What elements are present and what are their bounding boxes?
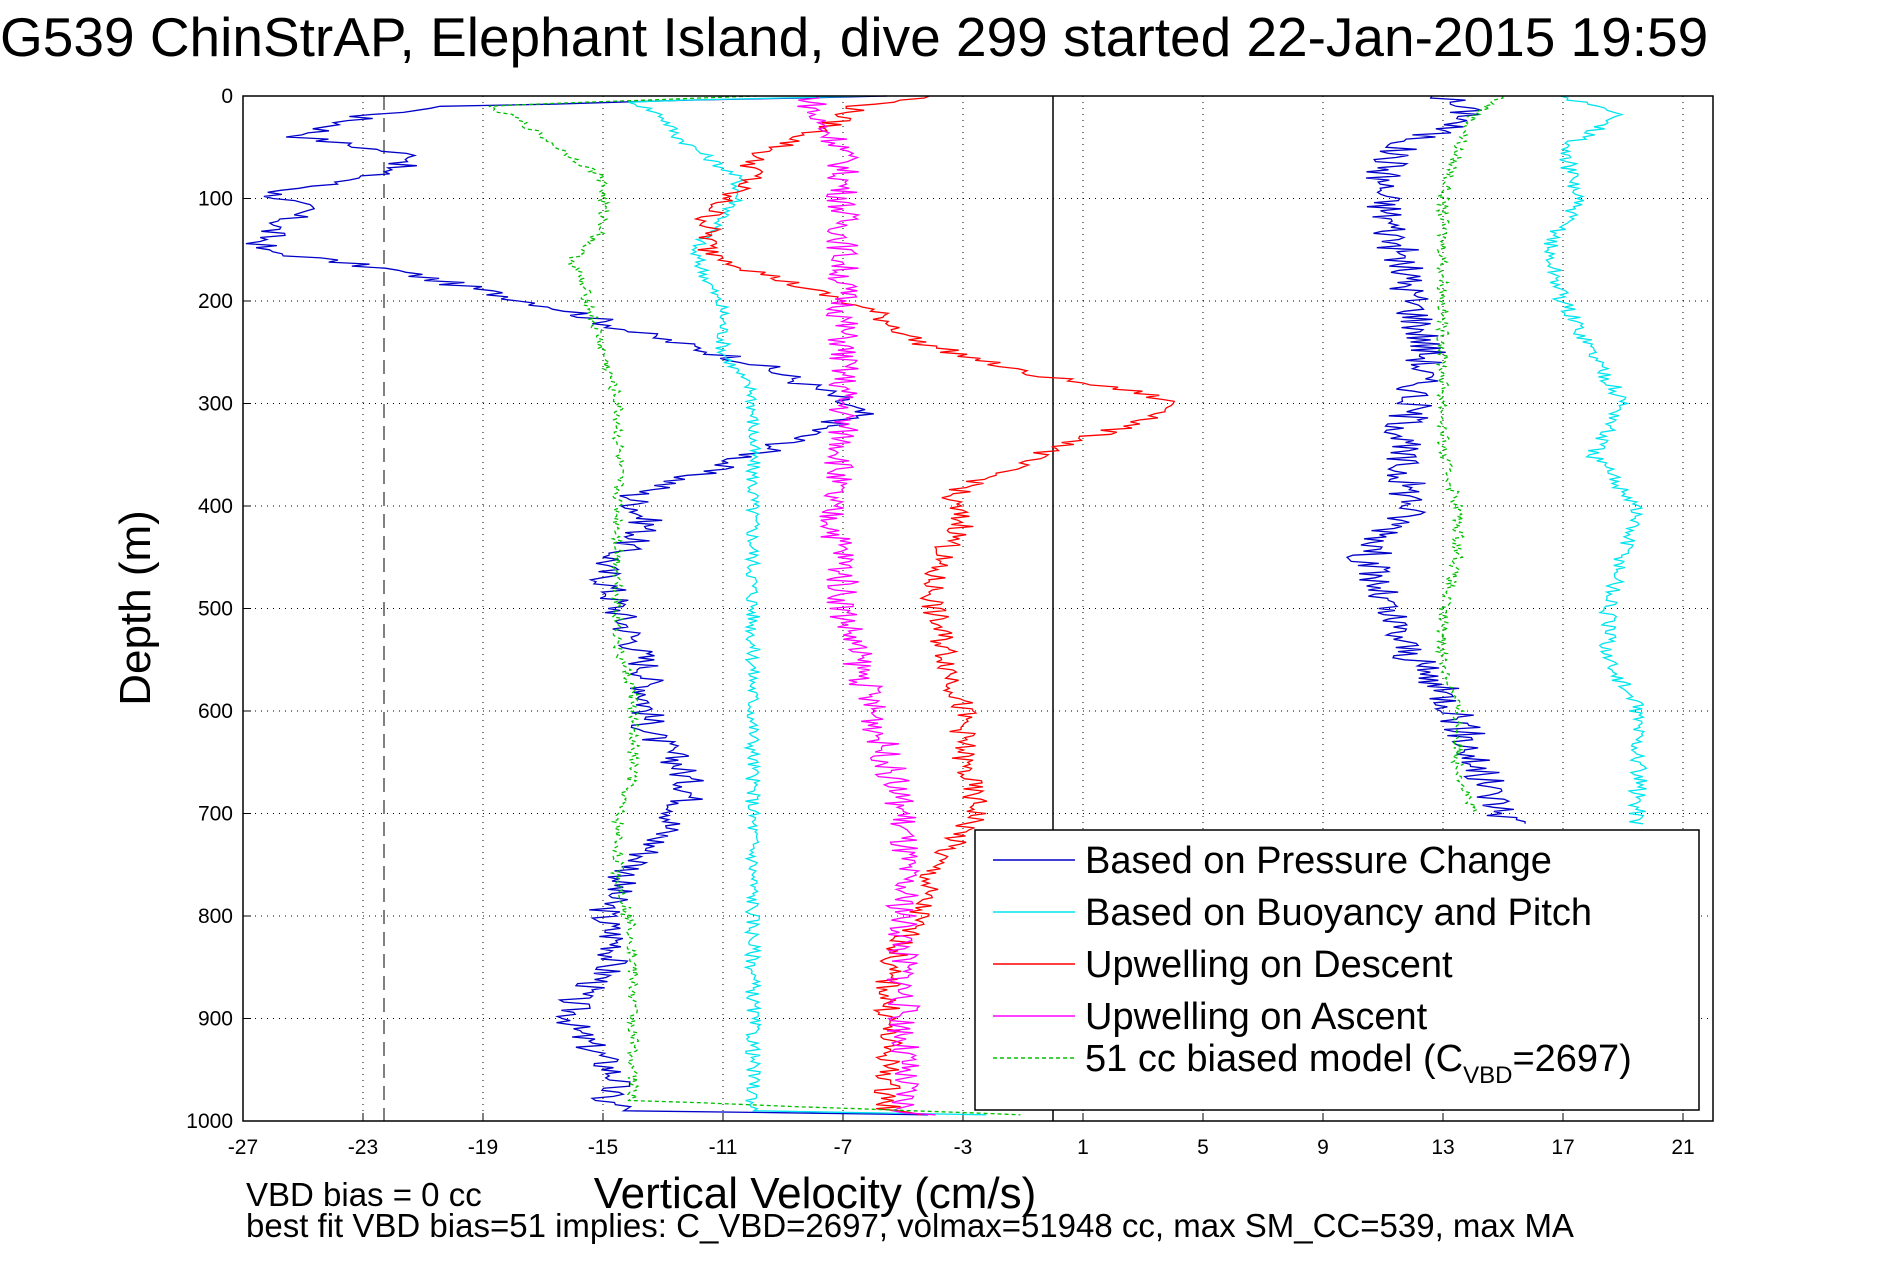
x-tick-label: 5	[1197, 1136, 1209, 1159]
y-axis-label: Depth (m)	[111, 510, 160, 706]
x-tick-label: -27	[228, 1136, 258, 1159]
legend: Based on Pressure Change Based on Buoyanc…	[974, 829, 1700, 1111]
x-tick-label: -11	[709, 1136, 738, 1159]
x-axis-label: Vertical Velocity (cm/s)	[594, 1169, 1037, 1218]
x-tick-label: 9	[1317, 1136, 1329, 1159]
y-tick-labels: 0 100 200 300 400 500 600 700 800 900 1000	[186, 85, 233, 1133]
legend-label: Upwelling on Descent	[1085, 944, 1453, 986]
y-tick-label: 900	[198, 1008, 233, 1031]
y-tick-label: 800	[198, 905, 233, 928]
y-tick-label: 200	[198, 290, 233, 313]
x-tick-label: -23	[348, 1136, 378, 1159]
legend-label: 51 cc biased model (CVBD=2697)	[1085, 1038, 1632, 1089]
x-tick-label: -19	[468, 1136, 498, 1159]
series-line-4	[488, 95, 1021, 1116]
y-tick-label: 600	[198, 700, 233, 723]
right-series-line-0	[1345, 95, 1526, 824]
x-tick-label: -3	[954, 1136, 973, 1159]
reference-lines	[383, 96, 1054, 1121]
y-tick-label: 1000	[186, 1110, 233, 1133]
series-line-3	[797, 95, 936, 1116]
series-line-0	[245, 95, 929, 1116]
right-series-line-2	[1434, 95, 1504, 814]
y-tick-label: 0	[221, 85, 233, 108]
vbd-bias-note: VBD bias = 0 cc	[246, 1176, 482, 1213]
x-tick-label: -15	[588, 1136, 618, 1159]
legend-label: Based on Pressure Change	[1085, 840, 1552, 882]
best-fit-note: best fit VBD bias=51 implies: C_VBD=2697…	[246, 1207, 1574, 1244]
right-series-line-1	[1543, 95, 1648, 825]
y-tick-label: 500	[198, 598, 233, 621]
x-tick-label: 21	[1671, 1136, 1694, 1159]
series-line-1	[628, 95, 987, 1116]
x-tick-label: 1	[1077, 1136, 1089, 1159]
plot-frame	[242, 95, 1714, 1122]
legend-box	[974, 829, 1700, 1111]
legend-label: Upwelling on Ascent	[1085, 996, 1428, 1038]
y-tick-label: 300	[198, 393, 233, 416]
x-tick-label: 17	[1551, 1136, 1574, 1159]
legend-label: Based on Buoyancy and Pitch	[1085, 892, 1592, 934]
series-layer	[245, 95, 1648, 1116]
x-tick-label: 13	[1431, 1136, 1454, 1159]
y-tick-label: 700	[198, 803, 233, 826]
y-tick-label: 400	[198, 495, 233, 518]
x-tick-labels: -27 -23 -19 -15 -11 -7 -3 1 5 9 13 17 21	[228, 1136, 1695, 1159]
x-tick-label: -7	[834, 1136, 853, 1159]
chart-title: G539 ChinStrAP, Elephant Island, dive 29…	[0, 6, 1708, 68]
y-tick-label: 100	[198, 188, 233, 211]
